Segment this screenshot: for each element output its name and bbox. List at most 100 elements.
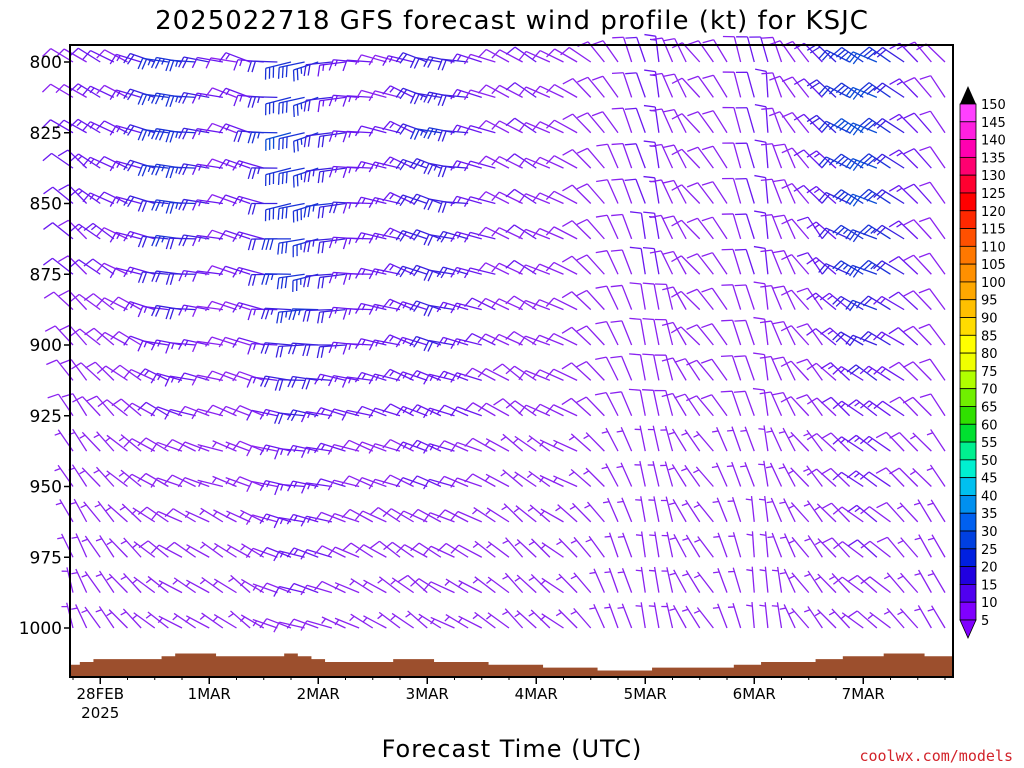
wind-barb: [918, 252, 946, 275]
wind-barb: [722, 106, 742, 133]
wind-barb: [417, 613, 442, 629]
wind-barb: [595, 320, 619, 346]
wind-barb: [806, 257, 837, 275]
wind-barb: [382, 85, 414, 98]
wind-barb: [914, 569, 932, 593]
wind-barb: [204, 336, 237, 347]
wind-barb: [687, 75, 714, 98]
wind-barb: [701, 145, 728, 169]
wind-barb: [625, 36, 646, 63]
wind-barb: [781, 111, 810, 134]
wind-barb: [463, 160, 496, 172]
wind-barb: [919, 110, 946, 134]
wind-barb: [137, 506, 169, 523]
wind-barb: [463, 89, 496, 101]
wind-barb: [712, 497, 728, 523]
wind-barb: [342, 273, 373, 285]
wind-barb: [362, 615, 387, 629]
wind-barb: [334, 582, 360, 594]
wind-barb: [733, 390, 755, 416]
y-tick-label: 850: [30, 195, 62, 215]
wind-barb: [42, 152, 74, 169]
wind-barb: [395, 194, 428, 207]
wind-barb: [342, 95, 373, 107]
wind-barb: [491, 298, 523, 311]
wind-barb: [687, 146, 714, 169]
wind-barb: [610, 355, 633, 381]
wind-barb: [820, 327, 851, 346]
credit-link[interactable]: coolwx.com/models: [859, 747, 1013, 765]
wind-barb: [832, 224, 864, 240]
wind-barb: [518, 86, 551, 98]
wind-barb: [722, 177, 742, 204]
wind-barb: [150, 441, 183, 453]
wind-barb: [888, 184, 919, 204]
wind-barb: [820, 467, 851, 487]
wind-barb: [437, 542, 469, 558]
wind-barb: [96, 297, 128, 311]
wind-barb: [760, 214, 783, 240]
colorbar-segment: [959, 121, 977, 140]
wind-barb: [832, 576, 864, 594]
wind-barb: [648, 496, 660, 522]
wind-barb: [806, 79, 837, 98]
wind-barb: [349, 613, 374, 629]
colorbar-label: 30: [981, 525, 998, 540]
wind-barb: [150, 510, 183, 523]
wind-barb: [247, 96, 278, 108]
colorbar-segment: [959, 423, 977, 443]
wind-barb: [642, 317, 660, 346]
wind-barb: [245, 547, 278, 559]
wind-barb: [674, 358, 701, 381]
wind-barb: [55, 84, 87, 98]
wind-barb: [846, 364, 878, 381]
wind-barb: [109, 231, 142, 243]
wind-barb: [485, 507, 510, 523]
wind-barb: [123, 402, 156, 417]
wind-barb: [436, 404, 469, 417]
wind-barb: [873, 295, 905, 311]
colorbar-segment: [959, 334, 977, 354]
wind-barb: [803, 500, 823, 523]
wind-barb: [876, 536, 905, 558]
wind-barb: [910, 432, 932, 452]
wind-barb: [771, 566, 783, 593]
wind-barb: [192, 199, 223, 211]
wind-barb: [561, 362, 592, 381]
wind-barb: [686, 288, 714, 311]
wind-barb: [395, 230, 428, 242]
wind-barb: [212, 509, 237, 523]
wind-barb: [845, 86, 878, 100]
wind-barb: [368, 303, 401, 315]
wind-barb: [552, 439, 578, 452]
wind-barb: [228, 574, 251, 594]
wind-barb: [368, 197, 401, 209]
wind-barb: [788, 607, 810, 629]
wind-barb: [277, 61, 305, 79]
wind-barb: [734, 319, 755, 346]
wind-barb: [303, 132, 332, 148]
wind-barb: [540, 542, 564, 558]
wind-barb: [753, 245, 769, 275]
wind-barb: [278, 96, 305, 115]
colorbar-segment: [959, 406, 977, 425]
wind-barb: [70, 328, 101, 346]
wind-barb: [745, 495, 755, 522]
wind-barb: [532, 369, 564, 381]
wind-barb: [660, 425, 674, 452]
y-tick-label: 800: [30, 53, 62, 73]
wind-barb: [232, 195, 264, 207]
wind-barb: [354, 476, 387, 488]
wind-barb: [409, 193, 442, 206]
wind-barb: [532, 227, 564, 240]
wind-barb: [450, 544, 483, 558]
wind-barb: [611, 142, 633, 169]
wind-barb: [390, 612, 414, 629]
wind-barb: [722, 71, 742, 98]
wind-barb: [423, 127, 455, 140]
wind-barb: [694, 571, 714, 594]
wind-barb: [204, 122, 237, 134]
wind-barb: [832, 295, 864, 311]
wind-barb: [80, 501, 101, 523]
colorbar-label: 60: [981, 418, 998, 433]
